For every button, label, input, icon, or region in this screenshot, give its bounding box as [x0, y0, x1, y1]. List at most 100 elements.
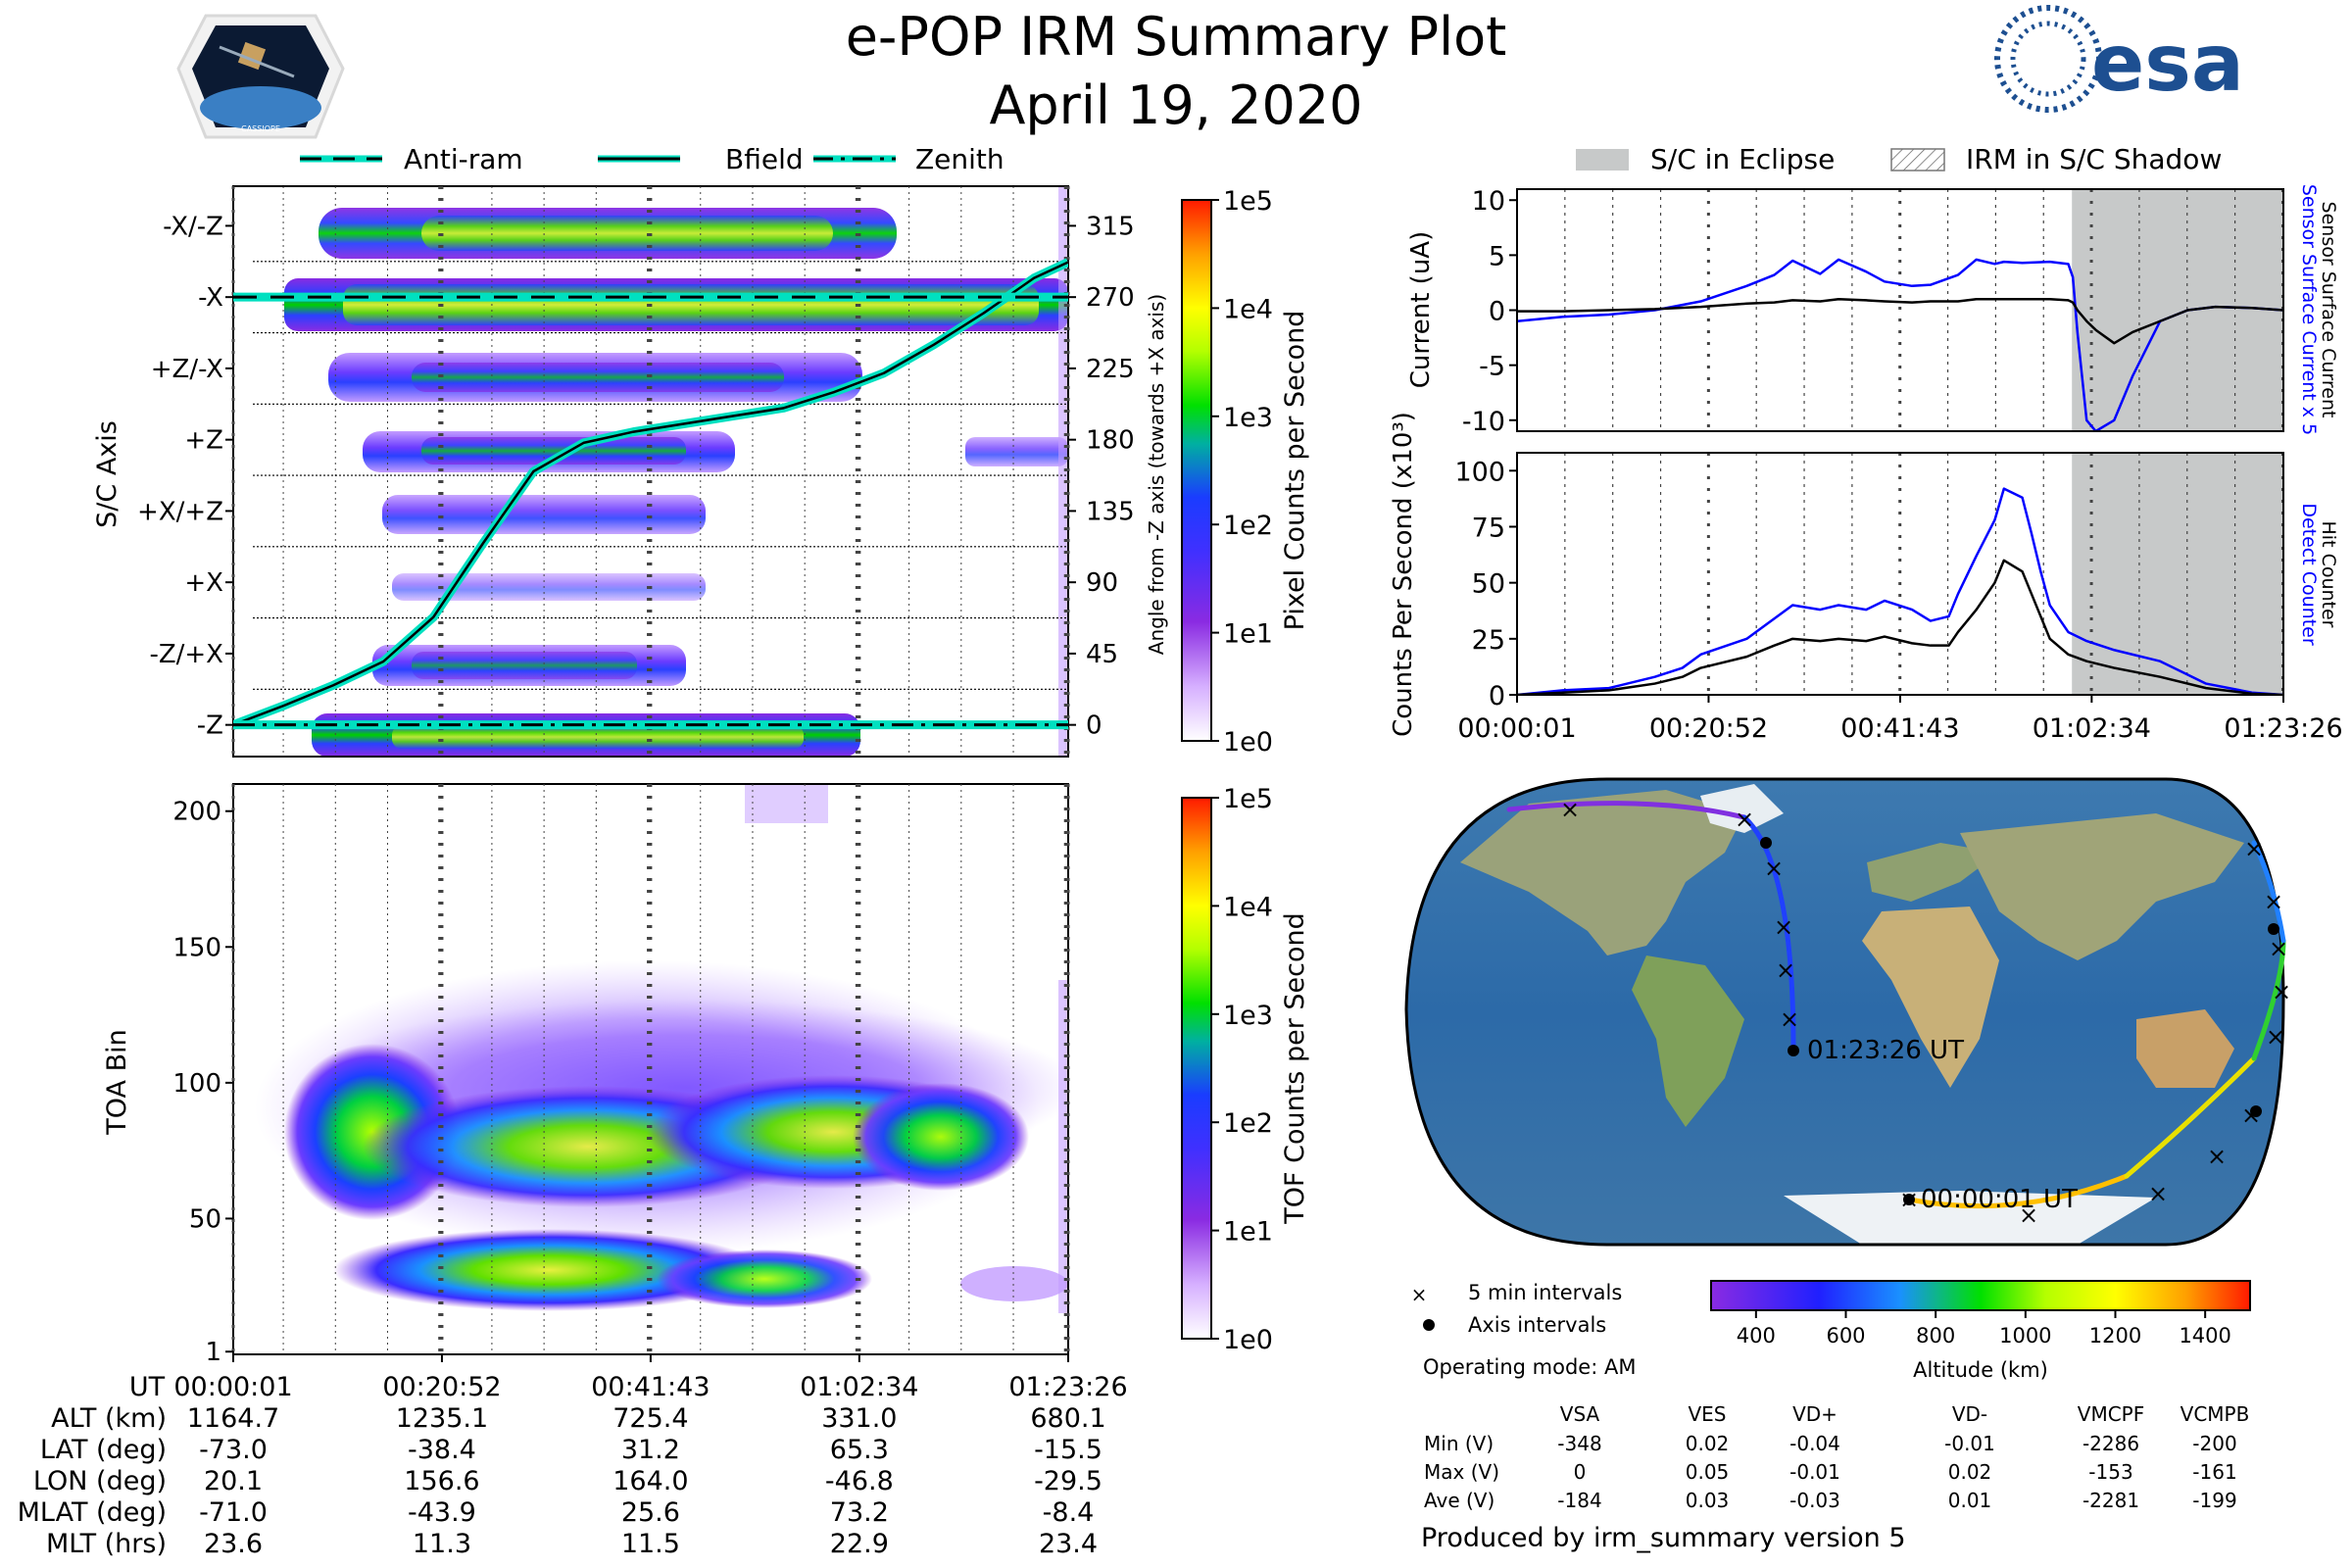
page-date: April 19, 2020 [989, 74, 1362, 136]
cassiope-logo: CASSIOPE [176, 14, 345, 139]
svg-text:Anti-ram: Anti-ram [404, 143, 523, 175]
orbit-axis-marker [1903, 1194, 1915, 1205]
series-line-blue [1517, 487, 2283, 695]
ephemeris-cell: -8.4 [1043, 1497, 1095, 1528]
orbit-5min-marker: × [2266, 1023, 2285, 1051]
ephemeris-cell: 65.3 [830, 1435, 889, 1465]
voltage-cell: -0.03 [1789, 1489, 1840, 1512]
y-tick-label: +Z/-X [151, 355, 223, 384]
operating-mode: Operating mode: AM [1423, 1355, 1636, 1379]
orbit-5min-marker: × [2244, 835, 2264, 862]
counter-panel: 100 75 50 25 0 00:00:01 00:20:52 00:41:43 01:02… [1389, 412, 2343, 744]
legend-item-antiram: Anti-ram [300, 143, 523, 175]
current-ylabel: Current (uA) [1406, 231, 1436, 388]
map-start-label: 00:00:01 UT [1921, 1185, 2078, 1214]
orbit-markers: ×××××××××××××××× [1560, 796, 2291, 1229]
y-tick-label: 200 [172, 798, 221, 827]
voltage-row-label: Max (V) [1424, 1460, 1499, 1484]
ephemeris-row-label: MLT (hrs) [46, 1529, 167, 1559]
y-tick-label: -Z [197, 711, 223, 741]
ephemeris-cell: -46.8 [825, 1466, 894, 1496]
y2-tick-label: 90 [1086, 568, 1118, 598]
counter-eclipse-band [2072, 453, 2283, 695]
counter-x-axis: 00:00:01 00:20:52 00:41:43 01:02:34 01:23:26 [1457, 695, 2343, 744]
ephemeris-cell: 725.4 [612, 1403, 688, 1434]
colorbar-tick-label: 1e3 [1223, 403, 1273, 433]
series-line-black [1517, 298, 2283, 345]
y-tick-label: -5 [1479, 352, 1505, 382]
pixel-angle-lines [233, 258, 1068, 730]
orbit-axis-marker [2268, 923, 2279, 935]
orbit-5min-marker: × [2019, 1201, 2038, 1229]
y-tick-label: 100 [172, 1069, 221, 1099]
colorbar-tick-label: 1e2 [1223, 511, 1273, 541]
legend-dot-icon [1423, 1319, 1435, 1331]
time-tick-label: 00:20:52 [382, 1372, 501, 1402]
x-tick-label: 00:41:43 [1840, 713, 1959, 744]
voltage-col-header: VES [1688, 1402, 1726, 1426]
legend-item-zenith: Zenith [813, 143, 1004, 175]
counter-right-label-blue: Detect Counter [2298, 503, 2320, 646]
ephemeris-cell: 164.0 [612, 1466, 688, 1496]
voltage-cell: 0.05 [1686, 1460, 1730, 1484]
current-y-axis: 10 5 0 -5 -10 [1462, 186, 1517, 437]
ephemeris-table: UT 00:00:01 00:20:52 00:41:43 01:02:34 01:23:… [18, 1354, 1128, 1559]
colorbar-tick-label: 1e1 [1223, 1217, 1273, 1248]
ephemeris-cell: 23.6 [204, 1529, 263, 1559]
orbit-5min-marker: × [1764, 855, 1784, 882]
orbit-track [1506, 801, 2286, 1209]
counter-ylabel: Counts Per Second (x10³) [1389, 412, 1418, 737]
y-tick-label: -X [198, 283, 223, 313]
voltage-cell: -153 [2088, 1460, 2132, 1484]
footer-text: Produced by irm_summary version 5 [1421, 1523, 1906, 1553]
ephemeris-cell: 31.2 [621, 1435, 680, 1465]
ephemeris-cell: -15.5 [1034, 1435, 1102, 1465]
voltage-cell: 0.02 [1948, 1460, 1992, 1484]
svg-text:Zenith: Zenith [915, 143, 1004, 175]
voltage-cell: -0.01 [1944, 1432, 1995, 1455]
ephemeris-cell: 1235.1 [396, 1403, 488, 1434]
pixel-heatmap [284, 186, 1068, 757]
legend-right: S/C in Eclipse IRM in S/C Shadow [1576, 143, 2222, 175]
voltage-row-label: Min (V) [1424, 1432, 1494, 1455]
counter-right-label-black: Hit Counter [2318, 521, 2339, 628]
voltage-cell: -161 [2192, 1460, 2236, 1484]
altitude-tick-label: 400 [1737, 1324, 1776, 1348]
voltage-col-header: VMCPF [2078, 1402, 2144, 1426]
y2-tick-label: 315 [1086, 212, 1135, 241]
y-tick-label: 50 [189, 1204, 221, 1234]
orbit-5min-marker: × [1560, 796, 1580, 823]
bfield-line [233, 261, 1068, 726]
ephemeris-cell: 25.6 [621, 1497, 680, 1528]
legend-item-bfield: Bfield [598, 143, 804, 175]
x-tick-label: 00:00:01 [1457, 713, 1576, 744]
ephemeris-cell: -29.5 [1034, 1466, 1102, 1496]
colorbar-tick-label: 1e4 [1223, 892, 1273, 922]
y-tick-label: -Z/+X [149, 640, 223, 669]
ephemeris-cell: 1164.7 [187, 1403, 279, 1434]
orbit-5min-marker: × [2272, 978, 2291, 1005]
y-tick-label: 25 [1472, 625, 1505, 656]
continents [1460, 784, 2244, 1245]
y2-tick-label: 225 [1086, 355, 1135, 384]
ephemeris-cell: 73.2 [830, 1497, 889, 1528]
pixel-ylabel: S/C Axis [92, 420, 122, 528]
y2-tick-label: 270 [1086, 283, 1135, 313]
altitude-tick-label: 800 [1916, 1324, 1955, 1348]
svg-text:IRM in S/C Shadow: IRM in S/C Shadow [1966, 143, 2222, 175]
map-legend: × 5 min intervals Axis intervals Operati… [1411, 1281, 1637, 1379]
orbit-axis-marker [2250, 1105, 2262, 1117]
y-tick-label: 1 [205, 1338, 221, 1367]
voltage-cell: -199 [2192, 1489, 2236, 1512]
ephemeris-cell: 11.3 [413, 1529, 471, 1559]
cassiope-logo-label: CASSIOPE [241, 124, 280, 133]
voltage-cell: 0 [1574, 1460, 1587, 1484]
orbit-5min-marker: × [1735, 806, 1754, 833]
altitude-label: Altitude (km) [1913, 1358, 2048, 1382]
y-tick-label: 10 [1472, 186, 1505, 217]
colorbar-tick-label: 1e0 [1223, 727, 1273, 758]
y-tick-label: 0 [1489, 297, 1505, 327]
current-right-label-blue: Sensor Surface Current x 5 [2298, 184, 2320, 435]
y2-tick-label: 180 [1086, 426, 1135, 456]
